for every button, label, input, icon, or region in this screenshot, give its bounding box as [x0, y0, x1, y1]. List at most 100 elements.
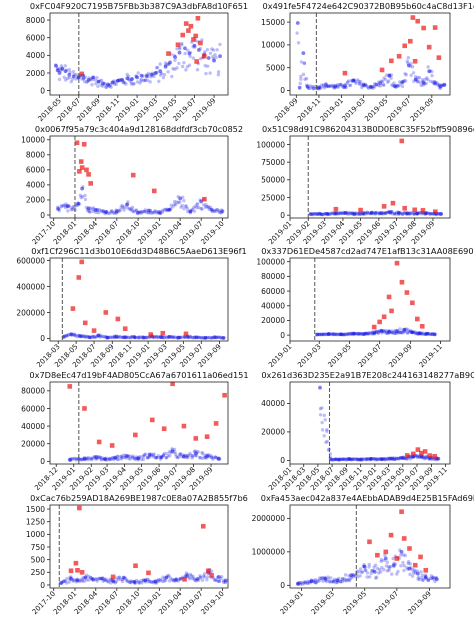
normal-point [59, 204, 64, 208]
normal-point [416, 575, 421, 579]
normal-point [406, 56, 410, 60]
normal-point [423, 77, 427, 81]
normal-point [120, 579, 125, 584]
normal-point [198, 576, 203, 580]
normal-point [61, 579, 66, 583]
normal-point [379, 559, 383, 564]
anomaly-point [410, 451, 416, 457]
normal-point [308, 212, 313, 217]
normal-point [217, 579, 221, 583]
normal-point [190, 456, 194, 460]
normal-point [403, 72, 407, 76]
anomaly-point [200, 523, 206, 529]
anomaly-point [342, 70, 348, 76]
normal-point [389, 456, 394, 461]
chart-title: 0x491fe5F4724e642C90372B0B95b60c4aC8d13F… [263, 1, 474, 11]
normal-point [342, 577, 347, 581]
normal-point [72, 578, 76, 582]
normal-point [387, 565, 391, 569]
normal-point [140, 581, 144, 585]
normal-point [166, 70, 170, 74]
normal-point [172, 202, 177, 207]
chart-panel-8: 0x261d363D235E2a91B7E208c244163148277aB9… [261, 370, 474, 492]
normal-point [104, 85, 108, 89]
normal-point [124, 454, 129, 458]
normal-point [345, 332, 350, 336]
normal-point [217, 210, 221, 214]
chart-title: 0x261d363D235E2a91B7E208c244163148277aB9… [261, 370, 474, 380]
normal-point [99, 458, 104, 462]
normal-point [311, 86, 315, 91]
normal-point [139, 73, 144, 78]
normal-point [155, 455, 160, 460]
normal-point [168, 449, 172, 454]
normal-point [70, 457, 75, 461]
anomaly-point [333, 206, 339, 212]
normal-point [355, 457, 359, 462]
normal-point [138, 581, 142, 585]
anomaly-point [183, 331, 189, 337]
normal-point [132, 456, 137, 461]
normal-point [410, 330, 415, 335]
normal-point [161, 453, 166, 457]
anomaly-point [79, 259, 85, 265]
normal-point [191, 454, 195, 459]
normal-point [213, 208, 217, 213]
normal-point [159, 335, 164, 340]
anomaly-series [404, 447, 437, 459]
normal-point [173, 55, 178, 59]
normal-point [127, 580, 132, 584]
normal-point [189, 453, 193, 457]
normal-point [216, 73, 221, 77]
normal-point [358, 457, 363, 462]
y-tick-label: 0 [280, 456, 285, 465]
normal-point [372, 565, 376, 569]
normal-point [137, 336, 142, 340]
normal-point [399, 564, 403, 568]
normal-point [156, 453, 161, 458]
normal-point [205, 205, 209, 209]
normal-point [119, 454, 123, 459]
normal-point [378, 570, 383, 574]
chart-panel-10: 0xFa453aec042a837e4AEbbADAB9d4E25B15FAd6… [252, 493, 474, 616]
normal-point [71, 205, 75, 209]
normal-point [216, 574, 221, 579]
normal-point [375, 82, 379, 87]
normal-point [370, 568, 374, 573]
normal-point [164, 207, 168, 212]
y-tick-label: 0 [280, 86, 285, 95]
anomaly-point [82, 320, 88, 326]
normal-point [116, 457, 121, 462]
normal-point [173, 452, 178, 456]
normal-point [71, 74, 76, 79]
normal-point [184, 204, 188, 209]
anomaly-point [367, 539, 372, 545]
normal-point [366, 332, 370, 336]
anomaly-point [421, 25, 426, 31]
normal-point [351, 78, 356, 83]
normal-point [428, 332, 433, 336]
anomaly-point [133, 563, 138, 569]
normal-series [67, 449, 221, 462]
normal-point [188, 209, 193, 214]
y-tick-label: 0 [40, 334, 45, 343]
normal-point [331, 579, 336, 583]
plot-frame [289, 504, 451, 589]
normal-point [391, 331, 395, 335]
anomaly-point [383, 549, 389, 555]
normal-point [335, 578, 340, 583]
normal-point [295, 31, 299, 35]
chart-panel-6: 0x337D61EDe4587cd2ad747E1afB13c31AA08E69… [256, 246, 474, 369]
normal-point [398, 331, 403, 335]
normal-point [117, 575, 122, 579]
normal-point [80, 578, 85, 583]
normal-point [90, 207, 95, 211]
normal-point [321, 212, 325, 217]
normal-point [164, 456, 168, 460]
normal-point [309, 579, 314, 584]
normal-point-cloud [295, 31, 447, 91]
normal-point [421, 332, 425, 336]
normal-point [410, 65, 415, 69]
x-tick-label: 2019-09 [409, 97, 435, 123]
normal-point [121, 205, 125, 210]
